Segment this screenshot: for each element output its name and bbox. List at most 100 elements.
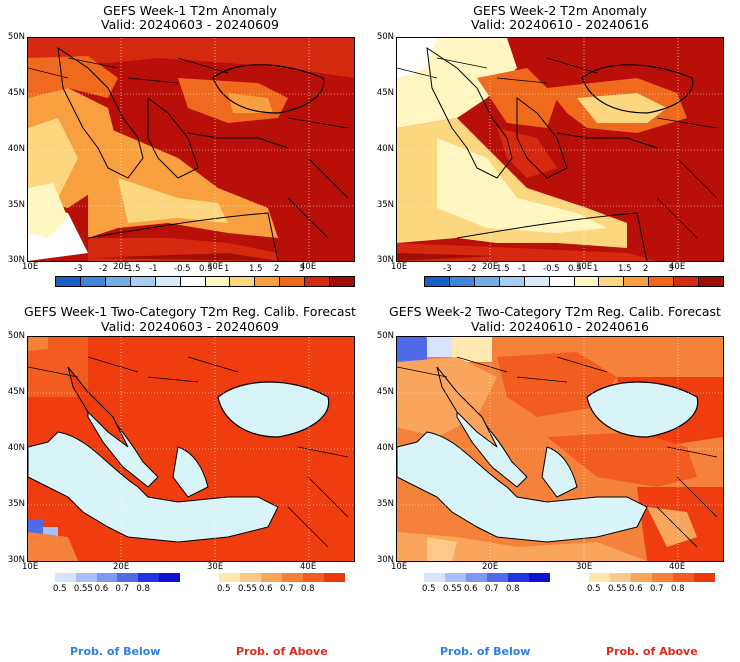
colorbar-tick-label: 1.5	[618, 264, 632, 274]
lon-label: 10E	[391, 262, 408, 272]
prob-tick-label: 0.5	[422, 584, 436, 594]
colorbar-swatch	[474, 277, 500, 286]
colorbar-tick-label: 1	[224, 264, 230, 274]
colorbar-swatch	[56, 277, 81, 286]
lat-label: 35N	[7, 200, 25, 210]
lon-label: 20E	[482, 562, 499, 572]
colorbar-swatch	[324, 573, 345, 582]
panel-1-title: GEFS Week-1 T2m Anomaly	[103, 3, 277, 18]
anomaly-colorbar-week2	[424, 276, 724, 287]
colorbar-swatch	[130, 277, 156, 286]
colorbar-swatch	[240, 573, 261, 582]
colorbar-tick-label: -1	[149, 264, 158, 274]
colorbar-swatch	[652, 573, 673, 582]
lat-label: 35N	[376, 499, 394, 509]
colorbar-swatch	[694, 573, 715, 582]
colorbar-swatch	[529, 573, 550, 582]
prob-above-label-week2: Prob. of Above	[606, 645, 698, 658]
colorbar-swatch	[524, 277, 550, 286]
colorbar-tick-label: -2	[99, 264, 108, 274]
prob-tick-label: 0.55	[73, 584, 93, 594]
prob-tick-label: 0.5	[587, 584, 601, 594]
lat-label: 40N	[376, 144, 394, 154]
colorbar-tick-label: -1	[518, 264, 527, 274]
lat-label: 50N	[7, 32, 25, 42]
colorbar-swatch	[282, 573, 303, 582]
colorbar-swatch	[255, 277, 281, 286]
lon-label: 40E	[669, 562, 686, 572]
lon-label: 40E	[300, 262, 317, 272]
panel-4-valid: Valid: 20240610 - 20240616	[470, 319, 649, 334]
colorbar-tick-label: -0.5	[174, 264, 191, 274]
lon-label: 30E	[207, 262, 224, 272]
prob-tick-label: 0.7	[650, 584, 664, 594]
colorbar-tick-label: 1	[593, 264, 599, 274]
map-week1-probability	[27, 336, 355, 562]
panel-3-title: GEFS Week-1 Two-Category T2m Reg. Calib.…	[24, 304, 356, 319]
prob-below-colorbar-week1	[55, 573, 180, 582]
anomaly-colorbar-week1	[55, 276, 355, 287]
lon-label: 30E	[207, 562, 224, 572]
colorbar-swatch	[487, 573, 508, 582]
colorbar-tick-label: -0.5	[543, 264, 560, 274]
colorbar-swatch	[610, 573, 631, 582]
lon-label: 10E	[22, 562, 39, 572]
lat-label: 50N	[376, 331, 394, 341]
colorbar-swatch	[445, 573, 466, 582]
colorbar-swatch	[180, 277, 206, 286]
prob-above-colorbar-week2	[589, 573, 715, 582]
prob-tick-label: 0.6	[259, 584, 273, 594]
colorbar-swatch	[280, 277, 306, 286]
colorbar-swatch	[261, 573, 282, 582]
prob-tick-label: 0.55	[238, 584, 257, 594]
lat-label: 50N	[7, 331, 25, 341]
colorbar-swatch	[155, 277, 181, 286]
colorbar-tick-label: -2	[468, 264, 477, 274]
prob-below-label-week1: Prob. of Below	[70, 645, 161, 658]
prob-tick-label: 0.6	[464, 584, 478, 594]
map-week2-probability	[396, 336, 724, 562]
lat-label: 35N	[376, 200, 394, 210]
colorbar-swatch	[649, 277, 675, 286]
colorbar-swatch	[549, 277, 575, 286]
colorbar-swatch	[574, 277, 600, 286]
colorbar-swatch	[631, 573, 652, 582]
prob-tick-label: 0.7	[485, 584, 499, 594]
lat-label: 30N	[376, 255, 394, 265]
lat-label: 40N	[376, 443, 394, 453]
lat-label: 30N	[376, 555, 394, 565]
colorbar-swatch	[466, 573, 487, 582]
prob-tick-label: 0.8	[136, 584, 150, 594]
colorbar-swatch	[117, 573, 139, 582]
lat-label: 40N	[7, 144, 25, 154]
panel-2-valid: Valid: 20240610 - 20240616	[470, 17, 649, 32]
colorbar-tick-label: 1.5	[249, 264, 263, 274]
colorbar-tick-label: -3	[74, 264, 83, 274]
colorbar-swatch	[219, 573, 240, 582]
map-week2-probability-graphic	[397, 337, 723, 561]
colorbar-swatch	[55, 573, 76, 582]
map-week1-anomaly-graphic	[28, 38, 354, 261]
prob-tick-label: 0.5	[53, 584, 67, 594]
colorbar-tick-label: 2	[643, 264, 649, 274]
colorbar-tick-label: -3	[443, 264, 452, 274]
prob-tick-label: 0.8	[301, 584, 315, 594]
colorbar-tick-label: 3	[668, 264, 674, 274]
prob-below-colorbar-week2	[424, 573, 550, 582]
colorbar-swatch	[330, 277, 355, 286]
lat-label: 45N	[7, 88, 25, 98]
colorbar-swatch	[305, 277, 331, 286]
prob-tick-label: 0.55	[608, 584, 627, 594]
colorbar-swatch	[673, 573, 694, 582]
colorbar-swatch	[80, 277, 106, 286]
colorbar-swatch	[624, 277, 650, 286]
lat-label: 45N	[376, 88, 394, 98]
lon-label: 40E	[300, 562, 317, 572]
map-week1-anomaly	[27, 37, 355, 262]
colorbar-swatch	[159, 573, 180, 582]
lat-label: 30N	[7, 555, 25, 565]
colorbar-tick-label: 0.5	[568, 264, 582, 274]
lat-label: 30N	[7, 255, 25, 265]
colorbar-swatch	[96, 573, 118, 582]
prob-tick-label: 0.55	[443, 584, 462, 594]
